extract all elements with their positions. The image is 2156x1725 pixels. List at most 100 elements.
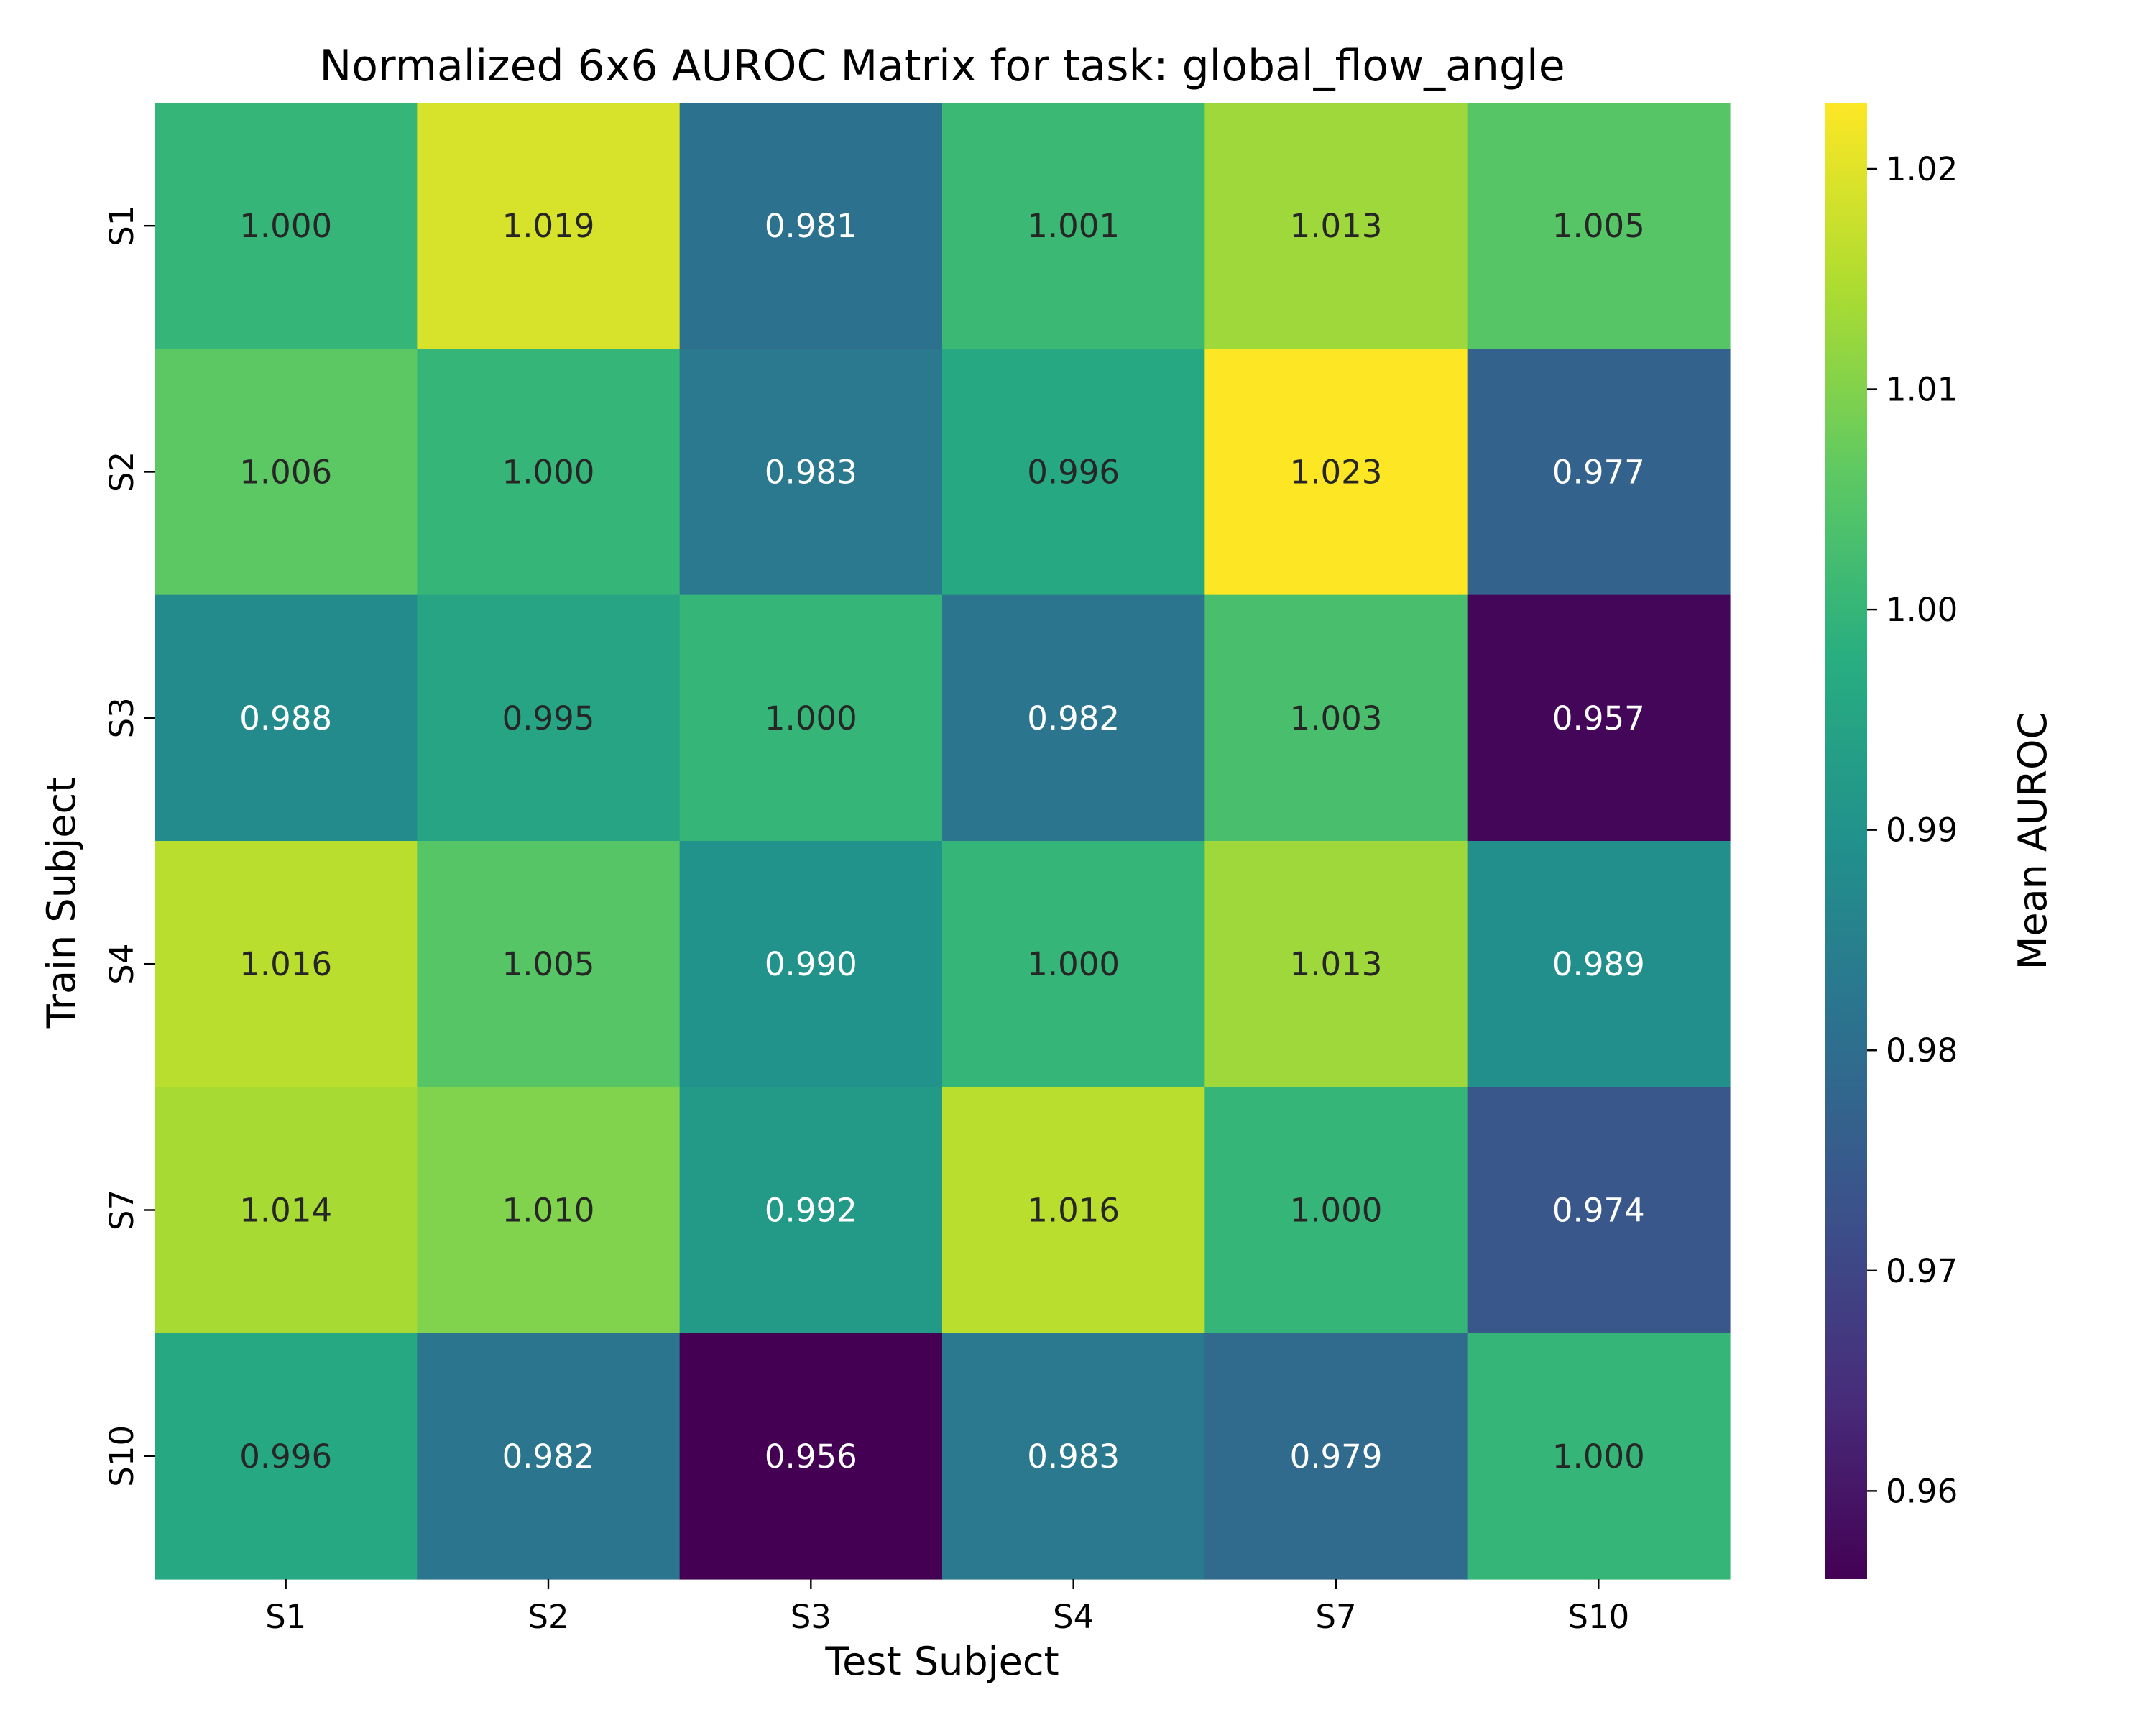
- y-axis-label: Train Subject: [39, 778, 84, 1029]
- colorbar-tick-label: 0.99: [1886, 811, 1958, 850]
- cell-value-label: 0.992: [765, 1191, 857, 1229]
- heatmap-cell-S4-S2: [417, 840, 681, 1087]
- cell-value-label: 0.983: [765, 453, 857, 491]
- cell-value-label: 1.006: [239, 453, 332, 491]
- x-tick-label: S1: [265, 1598, 306, 1636]
- heatmap-cell-S1-S4: [941, 103, 1205, 349]
- x-tick-label: S7: [1315, 1598, 1356, 1636]
- heatmap-cell-S3-S2: [417, 594, 681, 842]
- cell-value-label: 0.979: [1290, 1438, 1383, 1476]
- heatmap-cell-S10-S1: [155, 1333, 418, 1580]
- x-tick-label: S4: [1053, 1598, 1094, 1636]
- cell-value-label: 0.996: [239, 1438, 332, 1476]
- heatmap-cell-S2-S10: [1467, 349, 1731, 596]
- colorbar-tick-label: 1.01: [1886, 371, 1958, 409]
- cell-value-label: 1.005: [502, 945, 595, 983]
- colorbar-label: Mean AUROC: [2010, 712, 2055, 970]
- colorbar-gradient: [1825, 103, 1867, 1579]
- heatmap-cell-S7-S1: [155, 1087, 418, 1334]
- cell-value-label: 1.000: [1552, 1438, 1645, 1476]
- cell-value-label: 1.016: [1027, 1191, 1120, 1229]
- y-tick-label: S7: [103, 1190, 141, 1230]
- heatmap-cell-S4-S3: [679, 840, 943, 1087]
- cell-value-label: 0.996: [1027, 453, 1120, 491]
- colorbar-tick-label: 0.97: [1886, 1252, 1958, 1290]
- heatmap-cells: 1.000 1.019 0.981 1.001 1.013 1.005 1.006 1.000…: [155, 103, 1731, 1580]
- heatmap-cell-S4-S10: [1467, 840, 1731, 1087]
- heatmap-cell-S2-S3: [679, 349, 943, 596]
- cell-value-label: 1.023: [1290, 453, 1383, 491]
- y-axis: S1 S2 S3 S4 S7 S10: [103, 206, 155, 1487]
- y-tick-label: S2: [103, 451, 141, 492]
- cell-value-label: 1.000: [765, 699, 857, 737]
- x-axis-label: Test Subject: [824, 1639, 1059, 1684]
- heatmap-cell-S10-S10: [1467, 1333, 1731, 1580]
- cell-value-label: 1.016: [239, 945, 332, 983]
- heatmap-cell-S7-S4: [941, 1087, 1205, 1334]
- cell-value-label: 0.957: [1552, 699, 1645, 737]
- heatmap-cell-S7-S2: [417, 1087, 681, 1334]
- heatmap-cell-S10-S7: [1204, 1333, 1468, 1580]
- cell-value-label: 0.983: [1027, 1438, 1120, 1476]
- x-tick-label: S3: [791, 1598, 831, 1636]
- cell-value-label: 1.000: [239, 207, 332, 245]
- y-tick-label: S1: [103, 206, 141, 247]
- heatmap-cell-S1-S10: [1467, 103, 1731, 349]
- chart-title: Normalized 6x6 AUROC Matrix for task: gl…: [319, 41, 1565, 91]
- heatmap-cell-S10-S3: [679, 1333, 943, 1580]
- heatmap-cell-S1-S7: [1204, 103, 1468, 349]
- cell-value-label: 0.974: [1552, 1191, 1645, 1229]
- cell-value-label: 1.003: [1290, 699, 1383, 737]
- cell-value-label: 0.995: [502, 699, 595, 737]
- cell-value-label: 0.990: [765, 945, 857, 983]
- heatmap-cell-S1-S1: [155, 103, 418, 349]
- heatmap-cell-S3-S1: [155, 594, 418, 842]
- heatmap-cell-S7-S7: [1204, 1087, 1468, 1334]
- cell-value-label: 0.989: [1552, 945, 1645, 983]
- heatmap-cell-S3-S7: [1204, 594, 1468, 842]
- heatmap-cell-S10-S2: [417, 1333, 681, 1580]
- cell-value-label: 1.000: [1027, 945, 1120, 983]
- cell-value-label: 0.977: [1552, 453, 1645, 491]
- heatmap-cell-S4-S1: [155, 840, 418, 1087]
- colorbar-tick-label: 0.98: [1886, 1031, 1958, 1070]
- cell-value-label: 1.013: [1290, 945, 1383, 983]
- cell-value-label: 1.000: [1290, 1191, 1383, 1229]
- cell-value-label: 1.013: [1290, 207, 1383, 245]
- x-axis: S1 S2 S3 S4 S7 S10: [265, 1578, 1629, 1636]
- cell-value-label: 1.010: [502, 1191, 595, 1229]
- heatmap-cell-S2-S4: [941, 349, 1205, 596]
- colorbar-tick-label: 1.02: [1886, 150, 1958, 188]
- colorbar: 0.96 0.97 0.98 0.99 1.00 1.01 1.02 Mean AUROC: [1825, 103, 2055, 1579]
- heatmap-cell-S2-S7: [1204, 349, 1468, 596]
- cell-value-label: 0.982: [502, 1438, 595, 1476]
- heatmap-cell-S4-S7: [1204, 840, 1468, 1087]
- cell-value-label: 1.001: [1027, 207, 1120, 245]
- heatmap-cell-S2-S1: [155, 349, 418, 596]
- cell-value-label: 0.981: [765, 207, 857, 245]
- heatmap-cell-S1-S3: [679, 103, 943, 349]
- heatmap-cell-S10-S4: [941, 1333, 1205, 1580]
- cell-value-label: 1.000: [502, 453, 595, 491]
- y-tick-label: S3: [103, 697, 141, 738]
- x-tick-label: S10: [1567, 1598, 1629, 1636]
- heatmap-cell-S2-S2: [417, 349, 681, 596]
- heatmap-cell-S7-S3: [679, 1087, 943, 1334]
- heatmap-cell-S3-S10: [1467, 594, 1731, 842]
- colorbar-tick-label: 0.96: [1886, 1472, 1958, 1510]
- cell-value-label: 1.014: [239, 1191, 332, 1229]
- cell-value-label: 0.956: [765, 1438, 857, 1476]
- heatmap-cell-S7-S10: [1467, 1087, 1731, 1334]
- y-tick-label: S10: [103, 1425, 141, 1487]
- heatmap-cell-S1-S2: [417, 103, 681, 349]
- cell-value-label: 0.982: [1027, 699, 1120, 737]
- heatmap-cell-S3-S3: [679, 594, 943, 842]
- cell-value-label: 1.019: [502, 207, 595, 245]
- y-tick-label: S4: [103, 944, 141, 985]
- cell-value-label: 1.005: [1552, 207, 1645, 245]
- heatmap-cell-S4-S4: [941, 840, 1205, 1087]
- cell-value-label: 0.988: [239, 699, 332, 737]
- x-tick-label: S2: [528, 1598, 568, 1636]
- heatmap-cell-S3-S4: [941, 594, 1205, 842]
